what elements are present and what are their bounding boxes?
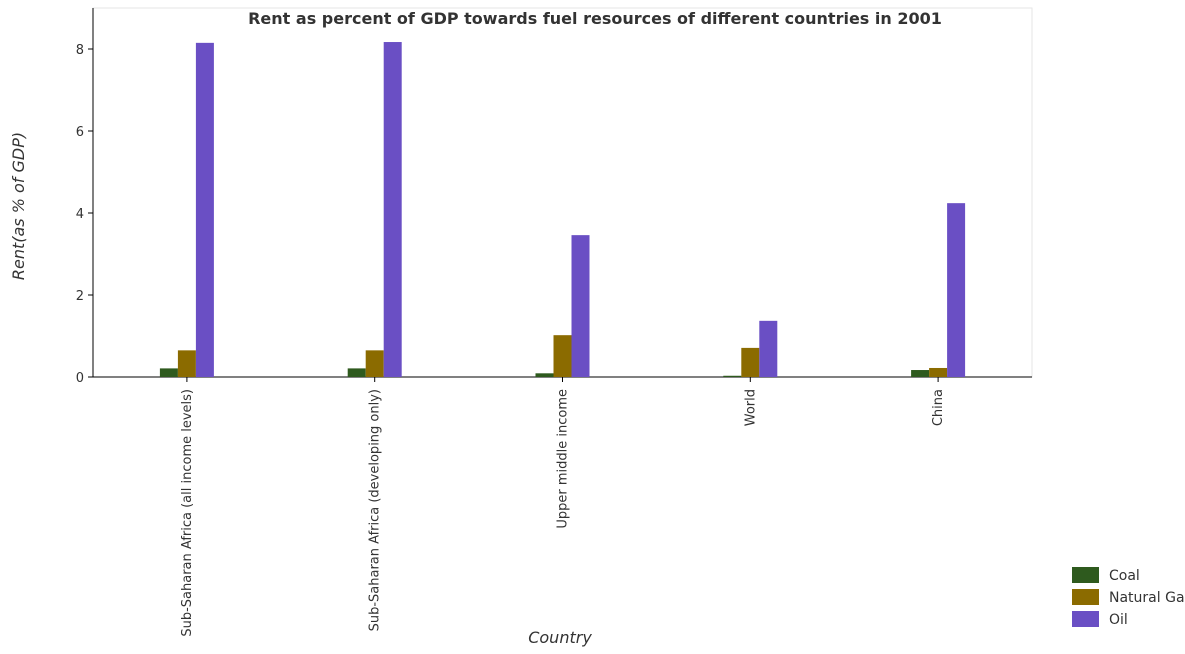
- bar-coal: [159, 368, 178, 377]
- bar-coal: [347, 368, 366, 377]
- bar-natural-gas: [177, 350, 196, 377]
- bar-coal: [911, 370, 930, 377]
- bar-natural-gas: [365, 350, 384, 377]
- chart-title: Rent as percent of GDP towards fuel reso…: [248, 9, 942, 28]
- y-tick-label: 8: [76, 43, 84, 58]
- y-tick-label: 6: [76, 125, 84, 140]
- legend-swatch: [1072, 567, 1099, 583]
- plot-area: 0 2 4 6 8 Sub-Saharan Africa (all income leve…: [76, 8, 1032, 637]
- legend-label: Oil: [1109, 612, 1128, 628]
- bar-natural-gas: [553, 335, 572, 377]
- legend-label: Coal: [1109, 568, 1140, 584]
- bar-oil: [195, 42, 214, 377]
- x-tick-label: Sub-Saharan Africa (all income levels): [180, 389, 195, 637]
- y-tick-label: 2: [76, 289, 84, 304]
- bar-oil: [947, 203, 966, 377]
- x-tick-label: China: [931, 389, 946, 426]
- bar-natural-gas: [929, 367, 948, 377]
- x-tick-label: Sub-Saharan Africa (developing only): [368, 389, 383, 631]
- bar-oil: [383, 42, 402, 377]
- y-tick-label: 4: [76, 207, 84, 222]
- bar-coal: [535, 373, 554, 377]
- legend-swatch: [1072, 611, 1099, 627]
- legend-label: Natural Gas: [1109, 590, 1185, 606]
- plot-frame: [92, 7, 1033, 378]
- bar-oil: [759, 320, 778, 377]
- legend-swatch: [1072, 589, 1099, 605]
- y-axis-label: Rent(as % of GDP): [9, 132, 28, 280]
- bar-coal: [723, 375, 742, 377]
- legend: Coal Natural Gas Oil: [1072, 567, 1185, 628]
- bar-natural-gas: [741, 347, 760, 377]
- x-tick-label: World: [743, 389, 758, 426]
- x-axis-label: Country: [528, 628, 592, 647]
- y-tick-label: 0: [76, 371, 84, 386]
- x-tick-label: Upper middle income: [556, 389, 571, 529]
- bar-oil: [571, 235, 590, 377]
